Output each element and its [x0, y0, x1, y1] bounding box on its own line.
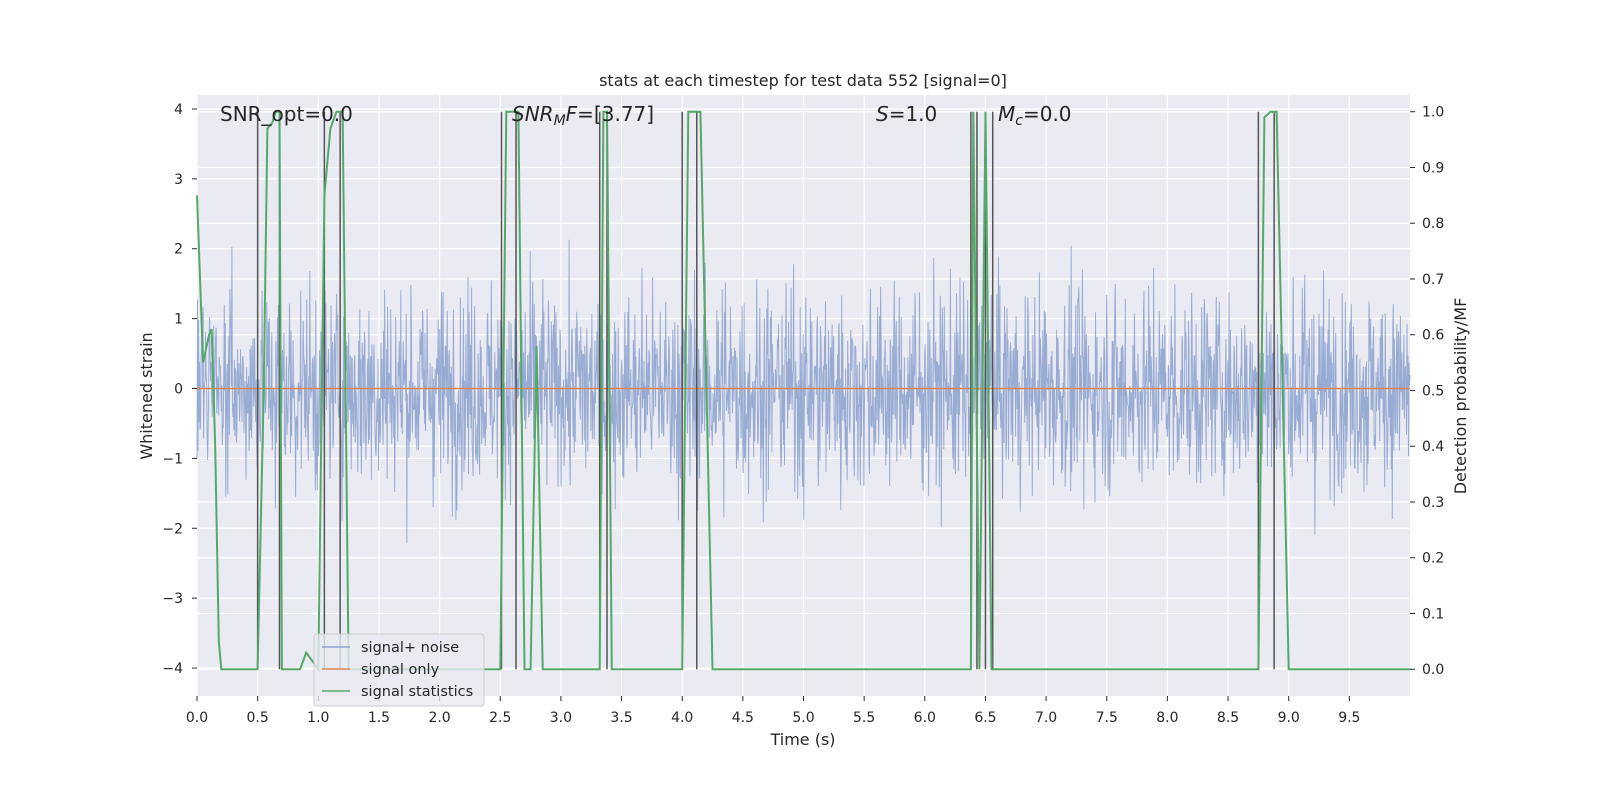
- y-left-tick-label: 2: [174, 242, 183, 258]
- y-left-tick-label: −4: [162, 661, 183, 677]
- x-tick-label: 0.5: [247, 710, 269, 726]
- y-left-tick-label: −1: [162, 451, 183, 467]
- y-left-axis-ticks: 4 3 2 1 0 −1 −2 −3 −4: [162, 102, 197, 677]
- x-tick-label: 5.0: [792, 710, 814, 726]
- y-right-tick-label: 0.6: [1422, 328, 1444, 344]
- annotation-snr-opt: SNR_opt=0.0: [220, 102, 353, 126]
- x-tick-label: 7.0: [1035, 710, 1057, 726]
- y-left-tick-label: 1: [174, 312, 183, 328]
- legend-label-signal-noise: signal+ noise: [361, 640, 459, 656]
- legend-label-signal-statistics: signal statistics: [361, 684, 473, 700]
- y-left-tick-label: −3: [162, 591, 183, 607]
- y-right-tick-label: 0.3: [1422, 495, 1444, 511]
- signal-noise-line: [196, 239, 1411, 543]
- chart-title: stats at each timestep for test data 552…: [599, 71, 1007, 90]
- x-tick-label: 7.5: [1096, 710, 1118, 726]
- legend-label-signal-only: signal only: [361, 662, 440, 678]
- y-right-axis-ticks: 1.0 0.9 0.8 0.7 0.6 0.5 0.4 0.3 0.2 0.1 0.0: [1410, 105, 1444, 678]
- x-tick-label: 3.5: [610, 710, 632, 726]
- x-axis-ticks: 0.0 0.5 1.0 1.5 2.0 2.5 3.0 3.5 4.0 4.5 5.0 5.5 6.0 6…: [186, 696, 1360, 726]
- y-right-tick-label: 0.2: [1422, 551, 1444, 567]
- x-tick-label: 2.0: [428, 710, 450, 726]
- x-tick-label: 0.0: [186, 710, 208, 726]
- vertical-markers: [256, 111, 1275, 670]
- y-right-tick-label: 0.4: [1422, 439, 1444, 455]
- y-right-axis-label: Detection probability/MF: [1451, 298, 1470, 495]
- annotation-snr-mf: SNRMF=[3.77]: [512, 102, 654, 129]
- legend: signal+ noise signal only signal statist…: [313, 633, 485, 707]
- x-tick-label: 9.5: [1338, 710, 1360, 726]
- x-tick-label: 3.0: [550, 710, 572, 726]
- y-right-tick-label: 0.9: [1422, 160, 1444, 176]
- x-tick-label: 1.0: [307, 710, 329, 726]
- x-tick-label: 8.0: [1156, 710, 1178, 726]
- x-tick-label: 1.5: [368, 710, 390, 726]
- y-right-tick-label: 0.8: [1422, 216, 1444, 232]
- y-right-tick-label: 0.1: [1422, 606, 1444, 622]
- y-left-tick-label: −2: [162, 521, 183, 537]
- y-left-tick-label: 3: [174, 172, 183, 188]
- x-tick-label: 2.5: [489, 710, 511, 726]
- y-right-tick-label: 1.0: [1422, 105, 1444, 121]
- x-tick-label: 5.5: [853, 710, 875, 726]
- x-tick-label: 8.5: [1217, 710, 1239, 726]
- legend-box: [313, 633, 485, 707]
- y-right-tick-label: 0.7: [1422, 272, 1444, 288]
- x-tick-label: 4.5: [732, 710, 754, 726]
- signal-statistics-line: [196, 110, 1410, 673]
- series-signal-noise: [196, 239, 1411, 543]
- annotation-s: S=1.0: [876, 102, 937, 126]
- series-signal-statistics: [196, 110, 1410, 673]
- y-right-tick-label: 0.5: [1422, 383, 1444, 399]
- y-left-axis-label: Whitened strain: [137, 332, 156, 459]
- x-axis-label: Time (s): [769, 730, 835, 749]
- x-tick-label: 6.5: [974, 710, 996, 726]
- annotation-mc: Mc=0.0: [998, 102, 1072, 129]
- y-right-tick-label: 0.0: [1422, 662, 1444, 678]
- y-left-tick-label: 4: [174, 102, 183, 118]
- x-tick-label: 9.0: [1278, 710, 1300, 726]
- x-tick-label: 4.0: [671, 710, 693, 726]
- y-left-tick-label: 0: [174, 382, 183, 398]
- x-tick-label: 6.0: [914, 710, 936, 726]
